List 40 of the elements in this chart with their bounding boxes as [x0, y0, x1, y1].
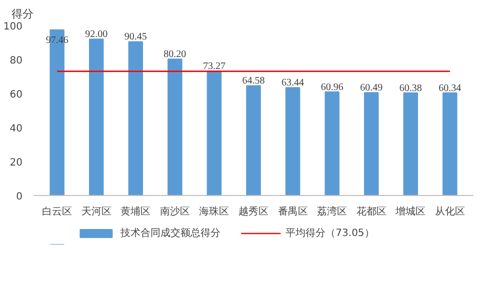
x-tick-label: 黄埔区 [120, 206, 151, 218]
legend-label: 技术合同成交额总得分 [120, 226, 221, 240]
data-label: 60.49 [360, 82, 383, 94]
bar [285, 87, 300, 196]
y-axis-title: 得分 [12, 8, 34, 20]
y-tick-label: 60 [10, 90, 23, 100]
bar [168, 58, 182, 196]
bar [364, 92, 379, 196]
x-tick-label: 番禺区 [278, 206, 308, 218]
y-tick-label: 100 [3, 22, 23, 32]
data-label: 90.45 [124, 32, 147, 43]
data-label: 60.38 [399, 82, 422, 94]
x-tick-label: 荔湾区 [317, 206, 348, 218]
bar [403, 92, 418, 196]
y-tick-label: 40 [10, 124, 23, 134]
bar [128, 41, 144, 196]
x-tick-label: 花都区 [356, 206, 386, 218]
data-label: 73.27 [202, 60, 226, 72]
bar [324, 91, 340, 196]
data-label: 60.34 [438, 82, 462, 94]
y-tick-label: 0 [16, 192, 23, 202]
x-tick-label: 越秀区 [238, 206, 268, 218]
x-tick-label: 从化区 [434, 206, 465, 218]
bar [206, 70, 222, 196]
data-label: 63.44 [282, 78, 304, 89]
legend-label: 平均得分（73.05） [286, 227, 374, 240]
data-label: 60.96 [320, 82, 344, 93]
data-label: 80.20 [164, 49, 186, 60]
bar [88, 38, 104, 196]
x-tick-label: 白云区 [42, 206, 72, 218]
y-tick-label: 80 [10, 56, 23, 66]
data-label: 92.00 [85, 29, 108, 40]
y-tick-label: 20 [10, 158, 23, 168]
bar [246, 85, 261, 196]
x-tick-label: 天河区 [81, 206, 112, 218]
data-label: 64.58 [242, 76, 265, 87]
x-tick-label: 增城区 [394, 206, 426, 218]
x-tick-label: 南沙区 [160, 206, 190, 218]
x-tick-label: 海珠区 [199, 206, 230, 218]
bar [442, 92, 458, 196]
